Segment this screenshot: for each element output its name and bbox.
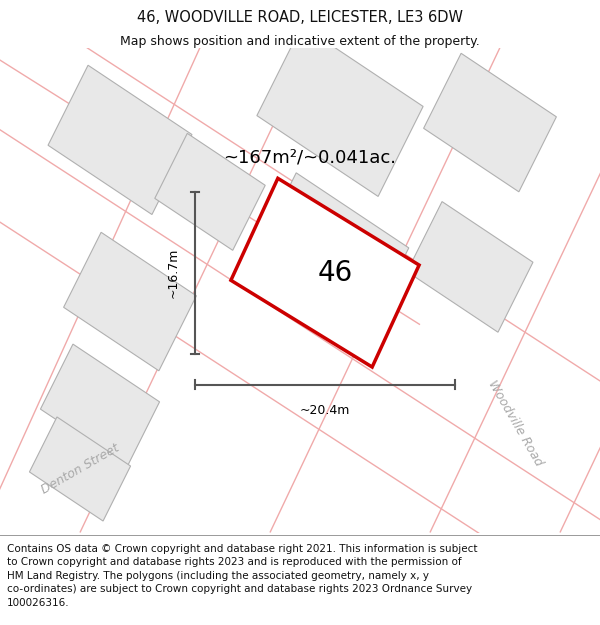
Polygon shape [407, 202, 533, 332]
Text: ~20.4m: ~20.4m [300, 404, 350, 417]
Polygon shape [29, 417, 131, 521]
Text: Map shows position and indicative extent of the property.: Map shows position and indicative extent… [120, 35, 480, 48]
Text: ~167m²/~0.041ac.: ~167m²/~0.041ac. [223, 148, 397, 166]
Text: Denton Street: Denton Street [38, 441, 121, 497]
Text: ~16.7m: ~16.7m [167, 248, 179, 298]
Polygon shape [155, 133, 265, 251]
Polygon shape [424, 53, 556, 192]
Text: Contains OS data © Crown copyright and database right 2021. This information is : Contains OS data © Crown copyright and d… [7, 544, 478, 608]
Polygon shape [48, 65, 192, 214]
Text: 46, WOODVILLE ROAD, LEICESTER, LE3 6DW: 46, WOODVILLE ROAD, LEICESTER, LE3 6DW [137, 9, 463, 24]
Polygon shape [40, 344, 160, 467]
Text: Woodville Road: Woodville Road [485, 378, 545, 468]
Polygon shape [64, 232, 196, 371]
Text: 46: 46 [317, 259, 353, 287]
Polygon shape [251, 173, 409, 338]
Polygon shape [257, 26, 423, 196]
Polygon shape [231, 178, 419, 367]
